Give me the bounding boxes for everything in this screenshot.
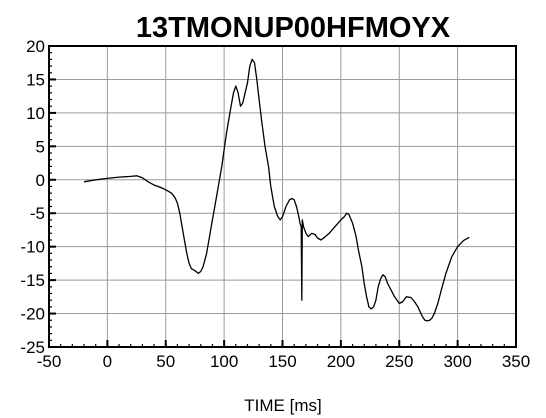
y-tick-label: -15 bbox=[20, 271, 45, 290]
chart-title: 13TMONUP00HFMOYX bbox=[136, 12, 451, 44]
x-tick-label: -50 bbox=[37, 352, 62, 371]
x-tick-label: 350 bbox=[502, 352, 530, 371]
y-tick-label: 0 bbox=[36, 171, 45, 190]
series-group bbox=[83, 58, 470, 322]
x-tick-label: 0 bbox=[103, 352, 112, 371]
x-tick-label: 250 bbox=[385, 352, 413, 371]
x-axis-label: TIME [ms] bbox=[244, 396, 321, 415]
y-tick-label: 10 bbox=[26, 104, 45, 123]
tick-labels-group: -50 0 50 100 150 200 250 300 350-25-20-15-10-505… bbox=[20, 37, 530, 371]
y-tick-label: -25 bbox=[20, 338, 45, 357]
y-tick-label: 15 bbox=[26, 70, 45, 89]
y-tick-label: -20 bbox=[20, 305, 45, 324]
y-tick-label: -10 bbox=[20, 238, 45, 257]
x-tick-label: 150 bbox=[268, 352, 296, 371]
x-tick-label: 200 bbox=[327, 352, 355, 371]
grid bbox=[49, 46, 516, 347]
series-line bbox=[83, 58, 470, 322]
x-tick-label: 300 bbox=[443, 352, 471, 371]
y-tick-label: 5 bbox=[36, 137, 45, 156]
x-tick-label: 100 bbox=[210, 352, 238, 371]
y-tick-label: -5 bbox=[30, 204, 45, 223]
x-tick-label: 50 bbox=[156, 352, 175, 371]
y-tick-label: 20 bbox=[26, 37, 45, 56]
plot-frame bbox=[48, 45, 517, 348]
